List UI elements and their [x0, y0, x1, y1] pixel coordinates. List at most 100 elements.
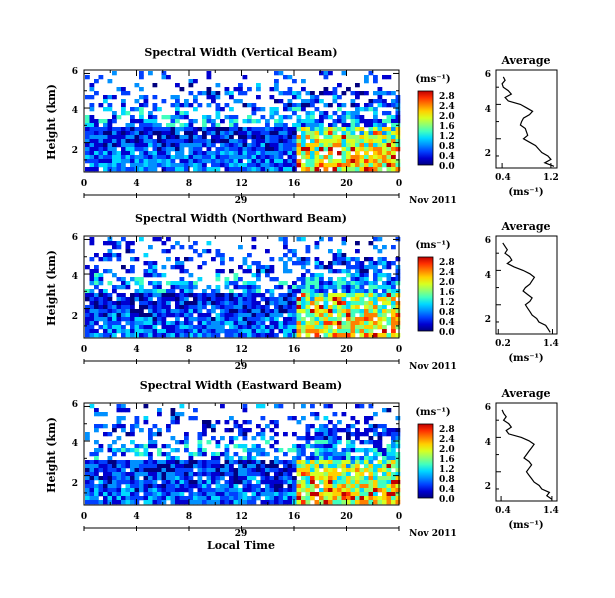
heatmap-cell — [107, 107, 113, 112]
heatmap-cell — [319, 289, 324, 294]
heatmap-cell — [274, 424, 279, 429]
heatmap-cell — [224, 147, 230, 152]
heatmap-cell — [188, 484, 194, 489]
heatmap-cell — [224, 309, 230, 314]
heatmap-cell — [175, 139, 180, 144]
heatmap-cell — [391, 167, 396, 172]
heatmap-cell — [328, 163, 333, 168]
heatmap-cell — [283, 127, 288, 132]
heatmap-cell — [305, 269, 311, 274]
heatmap-cell — [251, 448, 257, 453]
heatmap-cell — [337, 143, 342, 148]
heatmap-cell — [256, 448, 261, 453]
heatmap-cell — [233, 147, 239, 152]
average-x-label: (ms⁻¹) — [508, 353, 543, 364]
heatmap-cell — [233, 119, 239, 124]
heatmap-cell — [139, 143, 144, 148]
heatmap-cell — [89, 281, 95, 286]
heatmap-cell — [256, 167, 261, 172]
heatmap-cell — [355, 163, 360, 168]
heatmap-cell — [139, 285, 144, 290]
heatmap-cell — [94, 500, 99, 505]
heatmap-cell — [197, 317, 203, 322]
heatmap-cell — [269, 147, 275, 152]
heatmap-cell — [202, 432, 207, 437]
heatmap-cell — [319, 297, 324, 302]
heatmap-cell — [98, 273, 104, 278]
colorbar-tick: 0.0 — [439, 162, 455, 172]
heatmap-cell — [179, 404, 185, 409]
heatmap-cell — [319, 111, 324, 116]
heatmap-cell — [215, 496, 221, 501]
heatmap-cell — [85, 329, 90, 334]
heatmap-cell — [170, 95, 176, 100]
heatmap-cell — [238, 99, 243, 104]
heatmap-cell — [170, 329, 176, 334]
chart-title: Spectral Width (Vertical Beam) — [144, 46, 337, 59]
heatmap-cell — [382, 99, 387, 104]
heatmap-cell — [215, 115, 221, 120]
heatmap-cell — [121, 131, 126, 136]
heatmap-cell — [121, 428, 126, 433]
heatmap-cell — [85, 115, 90, 120]
heatmap-cell — [287, 155, 293, 160]
colorbar-tick: 1.2 — [439, 298, 455, 308]
heatmap-cell — [364, 159, 369, 164]
heatmap-cell — [373, 147, 378, 152]
heatmap-cell — [251, 464, 257, 469]
heatmap-cell — [143, 305, 149, 310]
heatmap-cell — [139, 71, 144, 76]
heatmap-cell — [346, 155, 351, 160]
average-profile-line — [501, 409, 553, 500]
heatmap-cell — [229, 329, 234, 334]
heatmap-cell — [224, 480, 230, 485]
heatmap-cell — [229, 428, 234, 433]
heatmap-cell — [211, 480, 216, 485]
heatmap-cell — [278, 488, 284, 493]
heatmap-cell — [125, 135, 131, 140]
heatmap-cell — [98, 317, 104, 322]
heatmap-cell — [121, 301, 126, 306]
heatmap-cell — [328, 127, 333, 132]
heatmap-cell — [148, 456, 153, 461]
heatmap-cell — [220, 464, 225, 469]
heatmap-cell — [332, 127, 338, 132]
heatmap-cell — [386, 163, 392, 168]
heatmap-cell — [287, 317, 293, 322]
heatmap-cell — [103, 480, 108, 485]
heatmap-cell — [368, 167, 374, 172]
heatmap-cell — [130, 333, 135, 338]
heatmap-cell — [364, 289, 369, 294]
heatmap-cell — [134, 424, 140, 429]
colorbar-tick: 2.0 — [439, 445, 455, 455]
heatmap-cell — [143, 135, 149, 140]
heatmap-cell — [211, 91, 216, 96]
heatmap-cell — [332, 456, 338, 461]
heatmap-cell — [220, 484, 225, 489]
heatmap-cell — [251, 111, 257, 116]
heatmap-cell — [224, 155, 230, 160]
heatmap-cell — [310, 313, 315, 318]
heatmap-cell — [355, 297, 360, 302]
heatmap-cell — [170, 500, 176, 505]
heatmap-cell — [377, 269, 383, 274]
heatmap-cell — [202, 492, 207, 497]
heatmap-cell — [256, 131, 261, 136]
heatmap-cell — [341, 143, 347, 148]
heatmap-cell — [215, 476, 221, 481]
heatmap-cell — [125, 484, 131, 489]
heatmap-cell — [238, 468, 243, 473]
heatmap-cell — [314, 151, 320, 156]
heatmap-cell — [337, 460, 342, 465]
heatmap-cell — [377, 103, 383, 108]
heatmap-cell — [161, 488, 167, 493]
heatmap-cell — [211, 119, 216, 124]
heatmap-cell — [251, 472, 257, 477]
heatmap-cell — [233, 325, 239, 330]
heatmap-cell — [107, 95, 113, 100]
heatmap-cell — [157, 448, 162, 453]
heatmap-cell — [170, 492, 176, 497]
heatmap-cell — [116, 309, 122, 314]
heatmap-cell — [215, 420, 221, 425]
heatmap-cell — [134, 468, 140, 473]
